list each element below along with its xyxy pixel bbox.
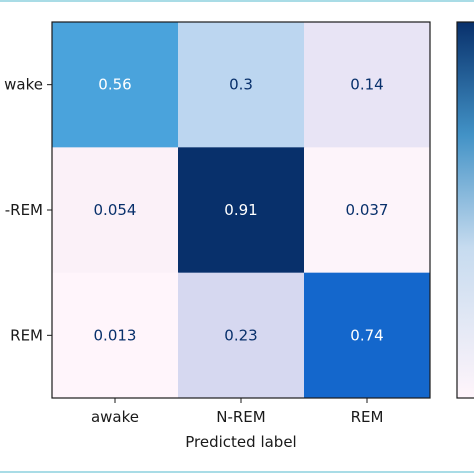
heatmap-cell-label: 0.14 xyxy=(350,76,383,94)
y-tick-label: REM xyxy=(10,326,43,344)
heatmap-cell xyxy=(178,22,305,148)
heatmap-cell-labels: 0.56 0.3 0.14 0.054 0.91 0.037 0.013 0.23 0.74 xyxy=(94,76,389,345)
heatmap-cell-label: 0.74 xyxy=(350,326,383,344)
y-tick-label: wake xyxy=(4,76,43,94)
x-tick-label: awake xyxy=(91,408,139,426)
x-axis-ticks: awake N-REM REM xyxy=(91,398,383,426)
x-tick-label: REM xyxy=(351,408,384,426)
heatmap-cell-label: 0.3 xyxy=(229,76,253,94)
heatmap-cell-label: 0.013 xyxy=(94,326,137,344)
heatmap-cell xyxy=(304,147,431,274)
heatmap-cells xyxy=(52,22,431,399)
heatmap-cell-label: 0.037 xyxy=(346,201,389,219)
heatmap-cell xyxy=(178,147,305,274)
heatmap-cell-label: 0.054 xyxy=(94,201,137,219)
x-tick-label: N-REM xyxy=(216,408,265,426)
colorbar xyxy=(456,21,474,399)
heatmap-cell xyxy=(304,22,431,148)
heatmap-cell xyxy=(52,22,179,148)
heatmap-cell xyxy=(178,272,305,399)
colorbar-gradient xyxy=(456,21,474,399)
frame-top-line xyxy=(0,0,474,2)
x-axis-title: Predicted label xyxy=(185,433,296,451)
frame-bottom-line xyxy=(0,471,474,473)
heatmap-cell xyxy=(52,272,179,399)
heatmap-cell xyxy=(304,272,431,399)
heatmap-cell-label: 0.91 xyxy=(224,201,257,219)
heatmap-cell xyxy=(52,147,179,274)
heatmap-cell-label: 0.23 xyxy=(224,326,257,344)
heatmap-cell-label: 0.56 xyxy=(98,76,131,94)
y-axis-ticks: wake -REM REM xyxy=(4,76,52,344)
y-tick-label: -REM xyxy=(5,201,43,219)
